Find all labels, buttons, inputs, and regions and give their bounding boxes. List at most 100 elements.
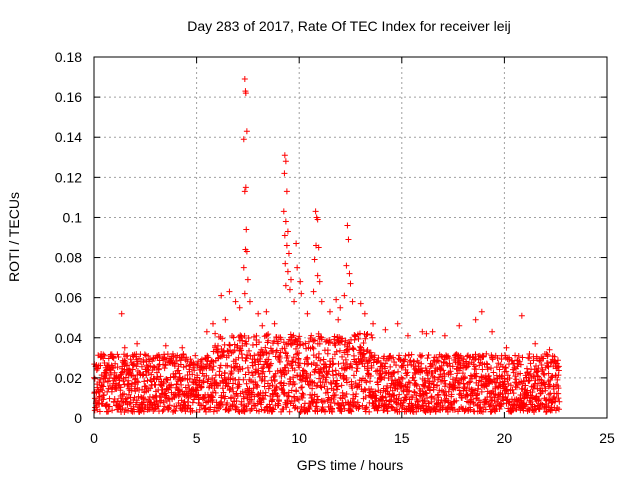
roti-point: [527, 370, 534, 377]
roti-point: [241, 76, 248, 83]
roti-point: [230, 388, 237, 395]
roti-point: [472, 316, 479, 323]
roti-point: [298, 384, 305, 391]
roti-point: [171, 407, 178, 414]
roti-point: [335, 360, 342, 367]
roti-point: [522, 382, 529, 389]
roti-point: [496, 366, 503, 373]
roti-point: [256, 392, 263, 399]
roti-point: [294, 405, 301, 412]
roti-point: [310, 338, 317, 345]
roti-point: [147, 376, 154, 383]
roti-point: [281, 390, 288, 397]
roti-point: [241, 332, 248, 339]
roti-point: [212, 379, 219, 386]
roti-point: [282, 282, 289, 289]
roti-point: [422, 379, 429, 386]
roti-point: [388, 405, 395, 412]
roti-point: [193, 387, 200, 394]
roti-point: [205, 354, 212, 361]
roti-point: [244, 351, 251, 358]
roti-point: [283, 188, 290, 195]
roti-point: [359, 351, 366, 358]
roti-point: [554, 364, 561, 371]
roti-point: [263, 308, 270, 315]
roti-point: [293, 387, 300, 394]
roti-point: [352, 393, 359, 400]
roti-point: [555, 367, 562, 374]
roti-point: [352, 380, 359, 387]
roti-point: [349, 385, 356, 392]
roti-point: [214, 342, 221, 349]
roti-point: [225, 352, 232, 359]
roti-point: [526, 351, 533, 358]
roti-point: [490, 376, 497, 383]
roti-point: [419, 352, 426, 359]
roti-point: [269, 382, 276, 389]
roti-point: [313, 399, 320, 406]
roti-point: [282, 158, 289, 165]
roti-point: [259, 370, 266, 377]
roti-point: [168, 381, 175, 388]
roti-point: [227, 395, 234, 402]
roti-point: [367, 349, 374, 356]
roti-point: [478, 373, 485, 380]
roti-point: [179, 344, 186, 351]
roti-point: [349, 364, 356, 371]
roti-point: [555, 406, 562, 413]
roti-point: [130, 362, 137, 369]
roti-point: [403, 391, 410, 398]
roti-point: [294, 395, 301, 402]
roti-point: [431, 374, 438, 381]
roti-point: [441, 332, 448, 339]
roti-point: [384, 382, 391, 389]
roti-point: [342, 356, 349, 363]
roti-point: [224, 399, 231, 406]
roti-point: [548, 374, 555, 381]
roti-point: [224, 362, 231, 369]
roti-point: [269, 396, 276, 403]
roti-point: [203, 372, 210, 379]
roti-point: [262, 392, 269, 399]
roti-point: [468, 375, 475, 382]
roti-point: [289, 358, 296, 365]
roti-point: [449, 363, 456, 370]
roti-point: [105, 385, 112, 392]
roti-point: [192, 379, 199, 386]
roti-point: [268, 397, 275, 404]
roti-point: [330, 372, 337, 379]
roti-point: [509, 386, 516, 393]
roti-point: [180, 351, 187, 358]
roti-point: [554, 357, 561, 364]
y-axis-label: ROTI / TECUs: [6, 192, 22, 282]
roti-point: [544, 362, 551, 369]
roti-point: [298, 290, 305, 297]
x-tick-label: 5: [193, 430, 201, 446]
roti-point: [451, 406, 458, 413]
roti-point: [425, 351, 432, 358]
roti-point: [117, 372, 124, 379]
roti-point: [240, 395, 247, 402]
roti-point: [372, 392, 379, 399]
roti-point: [295, 355, 302, 362]
roti-point: [255, 361, 262, 368]
roti-point: [485, 372, 492, 379]
roti-point: [209, 366, 216, 373]
roti-point: [343, 376, 350, 383]
roti-point: [296, 333, 303, 340]
y-tick-label: 0: [74, 410, 82, 426]
roti-point: [431, 381, 438, 388]
roti-point: [302, 340, 309, 347]
y-tick-label: 0.16: [55, 89, 82, 105]
roti-point: [101, 391, 108, 398]
roti-point: [284, 398, 291, 405]
roti-point: [187, 356, 194, 363]
roti-point: [284, 228, 291, 235]
roti-point: [438, 397, 445, 404]
roti-point: [140, 371, 147, 378]
roti-point: [315, 244, 322, 251]
roti-point: [321, 383, 328, 390]
roti-point: [248, 406, 255, 413]
roti-point: [471, 363, 478, 370]
roti-point: [234, 393, 241, 400]
